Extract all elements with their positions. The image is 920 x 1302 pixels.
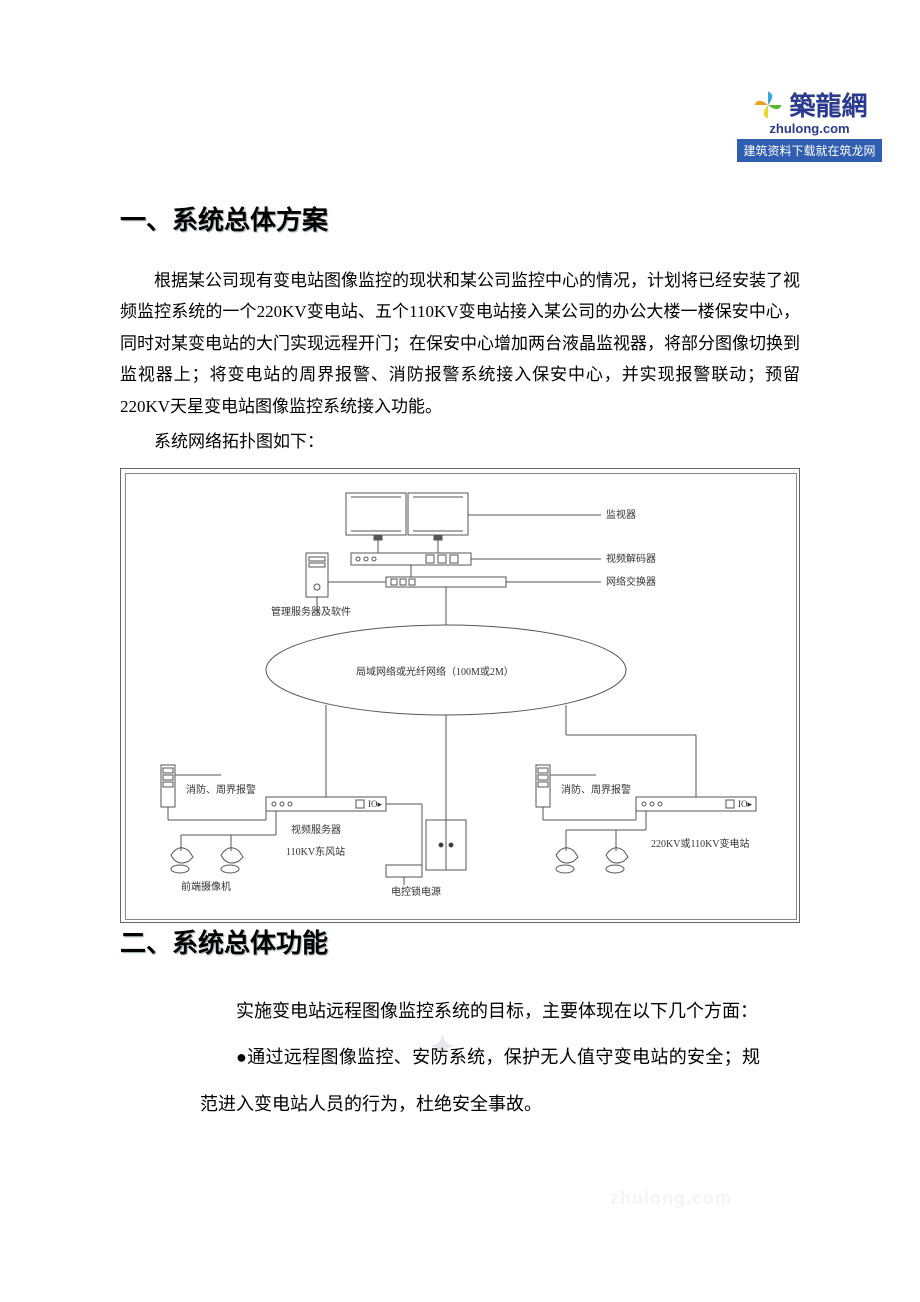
section1-para2: 系统网络拓扑图如下： xyxy=(120,426,800,457)
camera-icon xyxy=(556,847,578,872)
document-page: 築龍網 zhulong.com 建筑资料下载就在筑龙网 一、系统总体方案 根据某… xyxy=(0,0,920,1302)
lbl-station-right: 220KV或110KV变电站 xyxy=(651,837,750,850)
watermark-text: zhulong.com xyxy=(610,1188,732,1209)
lbl-front-camera: 前端摄像机 xyxy=(181,880,231,893)
lbl-alarm-left: 消防、周界报警 xyxy=(186,783,256,796)
logo-text-zh: 築龍網 xyxy=(789,86,867,123)
lbl-alarm-right: 消防、周界报警 xyxy=(561,783,631,796)
camera-icon xyxy=(606,847,628,872)
lbl-switch: 网络交换器 xyxy=(606,575,656,588)
section2-heading: 二、系统总体功能 xyxy=(120,923,800,960)
logo-banner: 建筑资料下载就在筑龙网 xyxy=(737,139,882,162)
pinwheel-icon xyxy=(751,88,785,122)
camera-icon xyxy=(171,847,193,872)
lbl-cloud: 局域网络或光纤网络（100M或2M） xyxy=(356,665,514,678)
section1-heading: 一、系统总体方案 xyxy=(120,200,800,237)
lbl-monitor: 监视器 xyxy=(606,508,636,521)
section2-line1: 实施变电站远程图像监控系统的目标，主要体现在以下几个方面： xyxy=(200,988,760,1035)
content-area: 一、系统总体方案 根据某公司现有变电站图像监控的现状和某公司监控中心的情况，计划… xyxy=(120,200,800,1128)
logo-top-row: 築龍網 xyxy=(737,86,882,123)
lbl-station-left: 110KV东风站 xyxy=(286,845,345,858)
lbl-lock-power: 电控锁电源 xyxy=(391,885,441,898)
lbl-video-server: 视频服务器 xyxy=(291,823,341,836)
lbl-mgmt: 管理服务器及软件 xyxy=(271,605,351,618)
lbl-decoder: 视频解码器 xyxy=(606,552,656,565)
watermark-icon: ✦ xyxy=(430,1030,456,1065)
svg-text:IO▸: IO▸ xyxy=(738,799,752,809)
svg-text:IO▸: IO▸ xyxy=(368,799,382,809)
section2-body: 实施变电站远程图像监控系统的目标，主要体现在以下几个方面： ●通过远程图像监控、… xyxy=(200,988,760,1128)
camera-icon xyxy=(221,847,243,872)
logo-url: zhulong.com xyxy=(737,121,882,136)
network-topology-diagram: 监视器 视频解码器 管理服务器及软件 xyxy=(120,468,800,923)
site-logo: 築龍網 zhulong.com 建筑资料下载就在筑龙网 xyxy=(737,86,882,162)
topology-svg: 监视器 视频解码器 管理服务器及软件 xyxy=(126,474,796,919)
section2-line2: ●通过远程图像监控、安防系统，保护无人值守变电站的安全；规范进入变电站人员的行为… xyxy=(200,1034,760,1128)
section1-para1: 根据某公司现有变电站图像监控的现状和某公司监控中心的情况，计划将已经安装了视频监… xyxy=(120,265,800,422)
